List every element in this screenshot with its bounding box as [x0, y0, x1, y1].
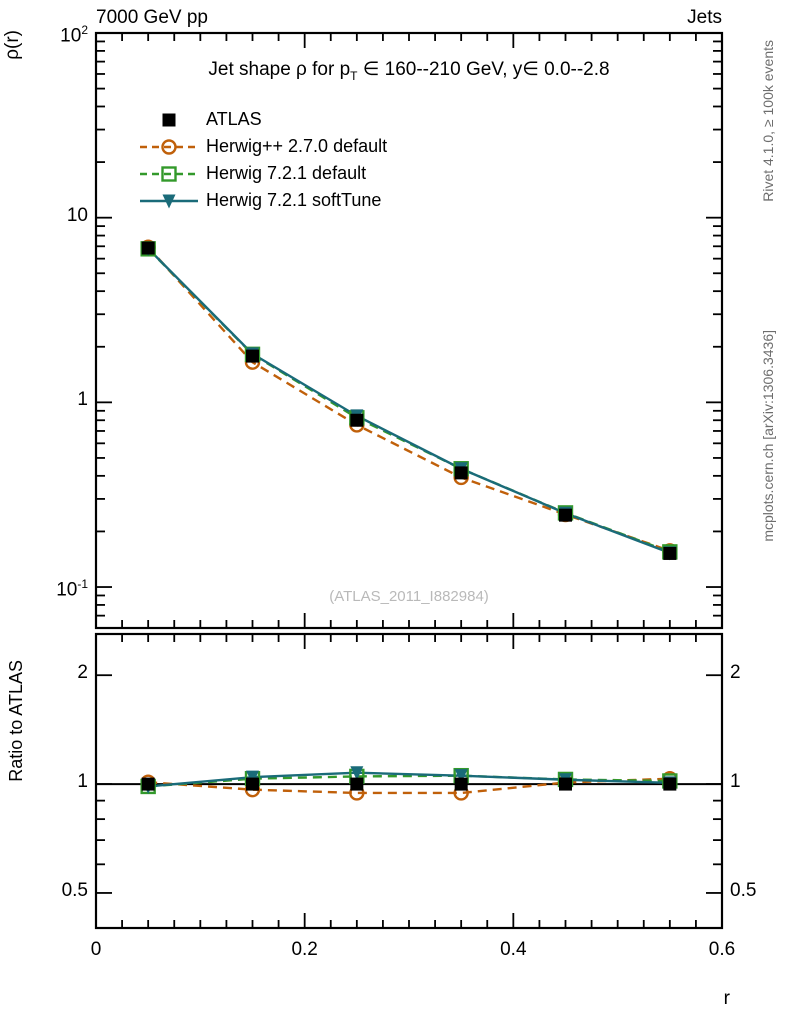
x-tick-label: 0.4 [500, 939, 527, 960]
ratio-series-marker [454, 769, 468, 784]
atlas-marker-main [663, 546, 677, 560]
legend-label-0: ATLAS [206, 109, 262, 129]
legend-label-3: Herwig 7.2.1 softTune [206, 190, 382, 210]
ratio-series-line [148, 777, 670, 795]
x-tick-label: 0 [90, 939, 102, 960]
header-beam-label: 7000 GeV pp [96, 7, 208, 28]
atlas-marker-main [559, 508, 572, 522]
x-tick-label: 0.2 [291, 939, 318, 960]
legend-label-2: Herwig 7.2.1 default [206, 163, 367, 183]
y-tick-label-ratio-right: 2 [730, 662, 741, 684]
y-tick-label-ratio: 2 [77, 662, 88, 684]
analysis-watermark: (ATLAS_2011_I882984) [329, 588, 489, 605]
atlas-marker-main [246, 349, 259, 363]
y-tick-label-main: 102 [60, 23, 88, 47]
atlas-marker-ratio [246, 777, 259, 791]
y-tick-label-main: 1 [77, 389, 88, 411]
atlas-marker-main [141, 241, 155, 255]
y-tick-label-ratio-right: 1 [730, 771, 741, 793]
legend-label-1: Herwig++ 2.7.0 default [206, 136, 388, 156]
legend-marker-0 [162, 113, 176, 127]
atlas-marker-ratio [559, 777, 572, 791]
x-tick-label: 0.6 [708, 939, 736, 960]
plot-title: Jet shape ρ for pT ∈ 160--210 GeV, y∈ 0.… [96, 58, 722, 83]
atlas-marker-ratio [663, 777, 677, 791]
x-axis-title: r [723, 988, 730, 1009]
legend-marker-2 [161, 166, 177, 182]
atlas-marker-main [454, 466, 468, 480]
legend-marker-1 [161, 139, 177, 155]
main-series-line [147, 246, 671, 552]
y-tick-label-main: 10 [66, 204, 88, 226]
atlas-marker-ratio [141, 777, 155, 791]
atlas-marker-main [350, 413, 364, 427]
ratio-series-marker [350, 766, 364, 781]
ratio-series-line [148, 771, 670, 788]
legend-marker-3 [162, 194, 176, 209]
plot-title-post: ∈ 160--210 GeV, y∈ 0.0--2.8 [357, 59, 610, 80]
y-tick-label-ratio: 1 [77, 771, 88, 793]
y-tick-label-ratio-right: 0.5 [730, 879, 757, 901]
header-category-label: Jets [687, 7, 722, 28]
plot-title-pre: Jet shape ρ for p [208, 59, 351, 80]
main-panel-frame [94, 31, 724, 630]
plot-title-subscript: T [350, 68, 358, 83]
main-series-line [147, 247, 671, 555]
y-tick-label-main: 10-1 [56, 577, 88, 601]
y-tick-label-ratio: 0.5 [61, 879, 88, 901]
atlas-marker-ratio [350, 777, 364, 791]
atlas-marker-ratio [454, 777, 468, 791]
main-series-line [147, 248, 671, 554]
